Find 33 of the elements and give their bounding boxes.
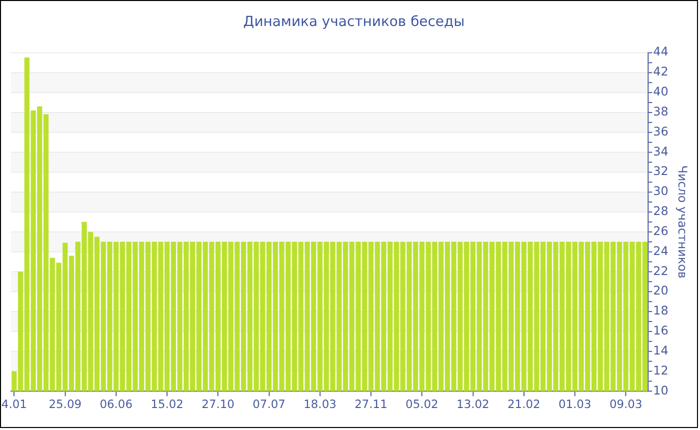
y-tick-label: 22 [653,264,668,278]
x-tick-label: 05.02 [406,396,438,411]
x-tick-label: 27.10 [202,396,234,411]
y-tick-label: 16 [653,324,668,338]
y-tick-label: 36 [653,124,668,138]
x-tick-label: 07.07 [252,396,286,411]
y-tick-label: 44 [653,44,668,59]
y-tick-label: 20 [653,284,668,298]
x-tick-label: 18.03 [304,396,336,411]
x-tick-label: 27.11 [354,396,388,411]
y-tick-label: 18 [653,304,668,318]
y-tick-label: 12 [653,363,668,378]
x-tick-label: 25.09 [48,396,82,411]
x-tick-label: 15.02 [150,396,184,411]
x-tick-label: 4.01 [1,396,27,411]
y-tick-label: 34 [653,144,668,158]
x-tick-label: 09.03 [609,396,642,411]
chart-title: Динамика участников беседы [243,14,465,30]
y-axis-title: Число участников [676,165,690,278]
y-tick-label: 28 [653,204,668,218]
y-tick-label: 40 [653,84,668,98]
y-tick-label: 38 [653,104,668,118]
y-tick-label: 14 [653,343,668,358]
y-tick-label: 26 [653,224,668,238]
x-tick-label: 13.02 [456,396,490,411]
x-tick-label: 21.02 [508,396,540,411]
y-tick-label: 24 [653,244,668,258]
x-tick-label: 01.03 [558,396,592,411]
y-tick-label: 10 [653,383,668,398]
y-tick-label: 32 [653,164,668,178]
x-tick-label: 06.06 [100,396,132,411]
y-tick-label: 30 [653,184,668,198]
y-tick-label: 42 [653,64,668,79]
